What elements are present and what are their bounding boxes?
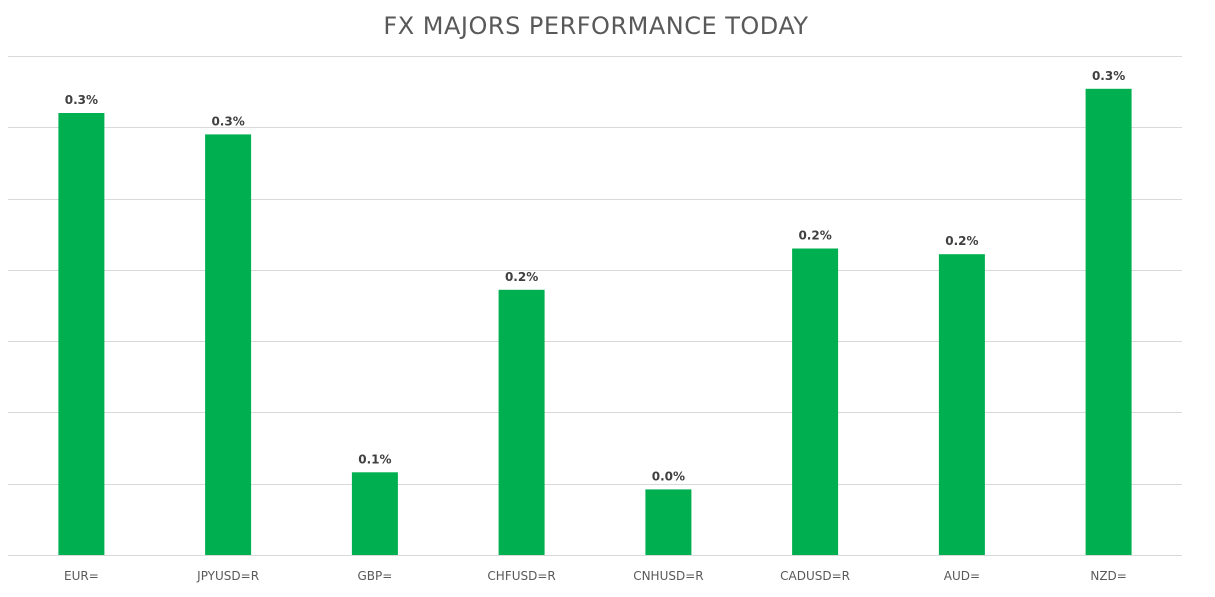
x-tick-label: CHFUSD=R xyxy=(487,569,555,583)
data-label: 0.3% xyxy=(1092,69,1125,83)
data-labels: 0.3% 0.3% 0.1% 0.2% 0.0% 0.2% 0.2% 0.3% xyxy=(65,69,1125,484)
data-label: 0.3% xyxy=(211,114,244,128)
x-tick-label: GBP= xyxy=(357,569,392,583)
bars xyxy=(58,88,1132,556)
bar-cnhusd-r xyxy=(645,489,692,555)
x-tick-label: AUD= xyxy=(944,569,980,583)
data-label: 0.2% xyxy=(945,234,978,248)
x-tick-label: CNHUSD=R xyxy=(633,569,703,583)
x-tick-label: NZD= xyxy=(1090,569,1127,583)
gridlines xyxy=(8,56,1182,556)
data-label: 0.2% xyxy=(798,229,831,243)
data-label: 0.0% xyxy=(652,469,685,483)
x-axis-tick-labels: EUR= JPYUSD=R GBP= CHFUSD=R CNHUSD=R CADUSD=R… xyxy=(64,569,1127,583)
data-label: 0.3% xyxy=(65,93,98,107)
bar-chfusd-r xyxy=(498,289,545,555)
chart-title: FX MAJORS PERFORMANCE TODAY xyxy=(383,12,808,40)
bar-aud xyxy=(938,254,985,555)
data-label: 0.1% xyxy=(358,452,391,466)
bar-gbp xyxy=(351,472,398,555)
bar-nzd xyxy=(1085,88,1132,556)
bar-cadusd-r xyxy=(792,248,839,555)
bar-jpyusd-r xyxy=(205,134,252,555)
x-tick-label: CADUSD=R xyxy=(780,569,850,583)
bar-eur xyxy=(58,113,105,555)
x-tick-label: EUR= xyxy=(64,569,99,583)
x-tick-label: JPYUSD=R xyxy=(196,569,259,583)
data-label: 0.2% xyxy=(505,270,538,284)
